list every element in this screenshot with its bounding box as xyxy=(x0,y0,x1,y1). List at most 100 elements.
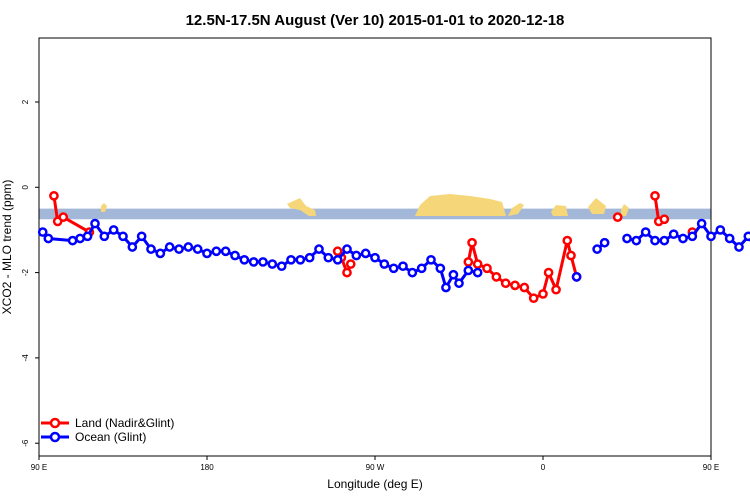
ocean-point-0-14 xyxy=(174,244,184,254)
legend-label-ocean: Ocean (Glint) xyxy=(75,430,146,444)
y-axis-label: XCO2 - MLO trend (ppm) xyxy=(0,180,14,315)
ocean-point-0-45 xyxy=(454,278,464,289)
ocean-point-0-12 xyxy=(155,248,166,259)
land-point-2-7 xyxy=(519,282,530,293)
ocean-point-0-10 xyxy=(136,231,147,242)
ocean-point-0-16 xyxy=(192,244,203,254)
ocean-point-0-3 xyxy=(75,233,85,244)
ocean-point-3-13 xyxy=(743,231,750,242)
ocean-point-3-4 xyxy=(659,235,670,246)
ocean-point-0-26 xyxy=(286,254,296,265)
series-layer xyxy=(37,190,750,304)
ocean-point-0-28 xyxy=(304,252,315,263)
land-point-2-4 xyxy=(491,272,502,282)
land-point-2-0 xyxy=(463,257,474,267)
land-point-4-2 xyxy=(659,214,670,225)
ocean-point-3-5 xyxy=(668,229,679,240)
land-shape-6 xyxy=(621,204,629,216)
y-tick-label-0: -6 xyxy=(21,439,30,447)
y-tick-label-1: -4 xyxy=(21,354,30,362)
ocean-point-0-9 xyxy=(127,242,138,252)
land-point-1-3 xyxy=(345,259,356,269)
legend-marker-ocean xyxy=(49,431,61,443)
ocean-point-0-43 xyxy=(441,282,451,293)
ocean-point-0-6 xyxy=(99,231,110,242)
ocean-point-0-19 xyxy=(220,246,231,257)
plot-frame xyxy=(38,37,712,457)
x-axis: 90 E 180 90 W 0 90 E xyxy=(31,456,719,472)
ocean-point-0-25 xyxy=(276,261,287,272)
land-point-2-11 xyxy=(551,284,561,295)
ocean-point-0-47 xyxy=(472,267,483,278)
land-ocean-strip xyxy=(39,194,711,220)
land-point-2-8 xyxy=(528,293,539,304)
land-point-2-5 xyxy=(500,278,511,289)
land-shape-0 xyxy=(101,203,107,212)
ocean-point-0-37 xyxy=(388,263,399,274)
ocean-point-3-0 xyxy=(622,233,632,244)
ocean-point-0-23 xyxy=(258,257,268,267)
ocean-point-3-1 xyxy=(631,235,642,246)
land-point-2-13 xyxy=(566,250,576,261)
x-axis-label: Longitude (deg E) xyxy=(327,477,422,491)
ocean-point-0-30 xyxy=(323,252,334,263)
y-tick-label-2: -2 xyxy=(21,268,30,276)
y-axis: -6 -4 -2 0 2 xyxy=(21,99,39,447)
ocean-point-0-5 xyxy=(90,218,100,229)
land-point-2-10 xyxy=(543,267,554,278)
ocean-point-0-46 xyxy=(463,265,474,276)
legend-marker-land xyxy=(49,417,61,429)
land-point-1-2 xyxy=(342,267,352,278)
ocean-point-2-1 xyxy=(599,237,610,248)
ocean-point-0-35 xyxy=(370,252,380,263)
ocean-point-3-2 xyxy=(640,227,651,237)
legend-item-land: Land (Nadir&Glint) xyxy=(41,416,174,430)
ocean-point-0-31 xyxy=(332,254,343,265)
ocean-point-1-0 xyxy=(571,272,582,282)
ocean-point-0-42 xyxy=(435,263,446,274)
ocean-point-0-39 xyxy=(407,267,418,278)
ocean-point-0-11 xyxy=(146,244,156,254)
ocean-point-0-38 xyxy=(398,261,408,272)
land-point-2-3 xyxy=(482,263,492,274)
ocean-point-0-15 xyxy=(183,242,194,252)
land-shape-1 xyxy=(287,198,316,216)
x-tick-label-2: 90 W xyxy=(366,463,385,472)
ocean-point-3-8 xyxy=(696,218,707,229)
land-shape-3 xyxy=(508,203,524,216)
ocean-point-0-22 xyxy=(248,257,259,267)
ocean-point-0-24 xyxy=(267,259,278,269)
ocean-point-0-33 xyxy=(351,250,362,261)
ocean-point-3-9 xyxy=(706,231,716,242)
ocean-point-0-0 xyxy=(37,227,48,237)
ocean-point-0-8 xyxy=(118,231,128,242)
ocean-point-0-40 xyxy=(416,263,427,274)
ocean-point-0-27 xyxy=(295,254,306,265)
ocean-point-0-21 xyxy=(239,254,250,265)
land-point-2-2 xyxy=(472,259,483,269)
ocean-point-0-7 xyxy=(108,225,119,235)
land-point-0-2 xyxy=(58,212,69,222)
x-tick-label-4: 90 E xyxy=(703,463,719,472)
land-point-2-9 xyxy=(538,289,548,299)
land-point-3-0 xyxy=(612,212,623,222)
land-point-2-6 xyxy=(510,280,520,291)
ocean-point-0-17 xyxy=(202,248,212,259)
ocean-point-0-20 xyxy=(230,250,240,261)
ocean-point-3-10 xyxy=(715,225,726,235)
x-tick-label-1: 180 xyxy=(200,463,214,472)
ocean-point-3-12 xyxy=(734,242,744,252)
land-shape-5 xyxy=(588,198,606,214)
y-tick-label-3: 0 xyxy=(21,185,30,190)
ocean-point-3-6 xyxy=(678,233,688,244)
land-point-2-12 xyxy=(562,235,573,246)
ocean-point-0-29 xyxy=(314,244,324,254)
ocean-point-0-34 xyxy=(360,248,371,259)
ocean-point-0-44 xyxy=(448,269,459,280)
land-shape-2 xyxy=(415,194,506,216)
legend-label-land: Land (Nadir&Glint) xyxy=(75,416,174,430)
legend: Land (Nadir&Glint) Ocean (Glint) xyxy=(41,416,174,444)
land-point-0-0 xyxy=(49,190,59,201)
ocean-point-0-2 xyxy=(67,235,78,246)
